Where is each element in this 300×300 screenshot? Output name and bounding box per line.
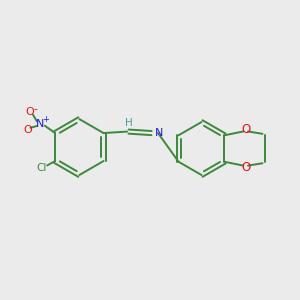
Text: N: N — [36, 118, 44, 129]
Text: H: H — [125, 118, 133, 128]
Text: -: - — [33, 104, 38, 114]
Text: N: N — [155, 128, 164, 138]
Text: +: + — [42, 115, 49, 124]
Text: Cl: Cl — [37, 164, 47, 173]
Text: O: O — [241, 124, 250, 136]
Text: O: O — [23, 125, 32, 135]
Text: O: O — [25, 107, 34, 118]
Text: O: O — [241, 160, 250, 174]
